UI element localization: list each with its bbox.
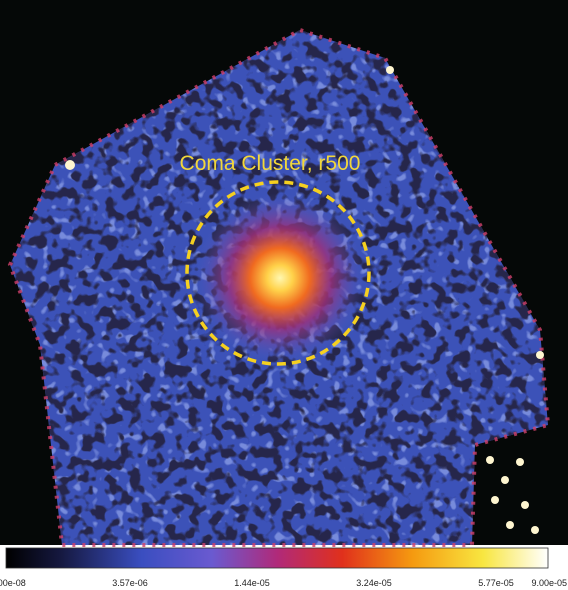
colorbar-ticks: 1.00e-08 3.57e-06 1.44e-05 3.24e-05 5.77e-05…	[0, 578, 567, 588]
cluster-core	[195, 193, 365, 363]
colorbar-tick-label: 3.24e-05	[356, 578, 392, 588]
colorbar-tick-label: 9.00e-05	[531, 578, 567, 588]
page: Coma Cluster, r500 1.00e-08 3.57e-06 1.44e…	[0, 0, 568, 590]
colorbar	[6, 548, 548, 568]
colorbar-tick-label: 1.44e-05	[234, 578, 270, 588]
colorbar-tick-label: 1.00e-08	[0, 578, 26, 588]
figure: Coma Cluster, r500 1.00e-08 3.57e-06 1.44e…	[0, 0, 568, 590]
colorbar-tick-label: 5.77e-05	[478, 578, 514, 588]
annotation: Coma Cluster, r500	[180, 152, 361, 175]
colorbar-tick-label: 3.57e-06	[112, 578, 148, 588]
